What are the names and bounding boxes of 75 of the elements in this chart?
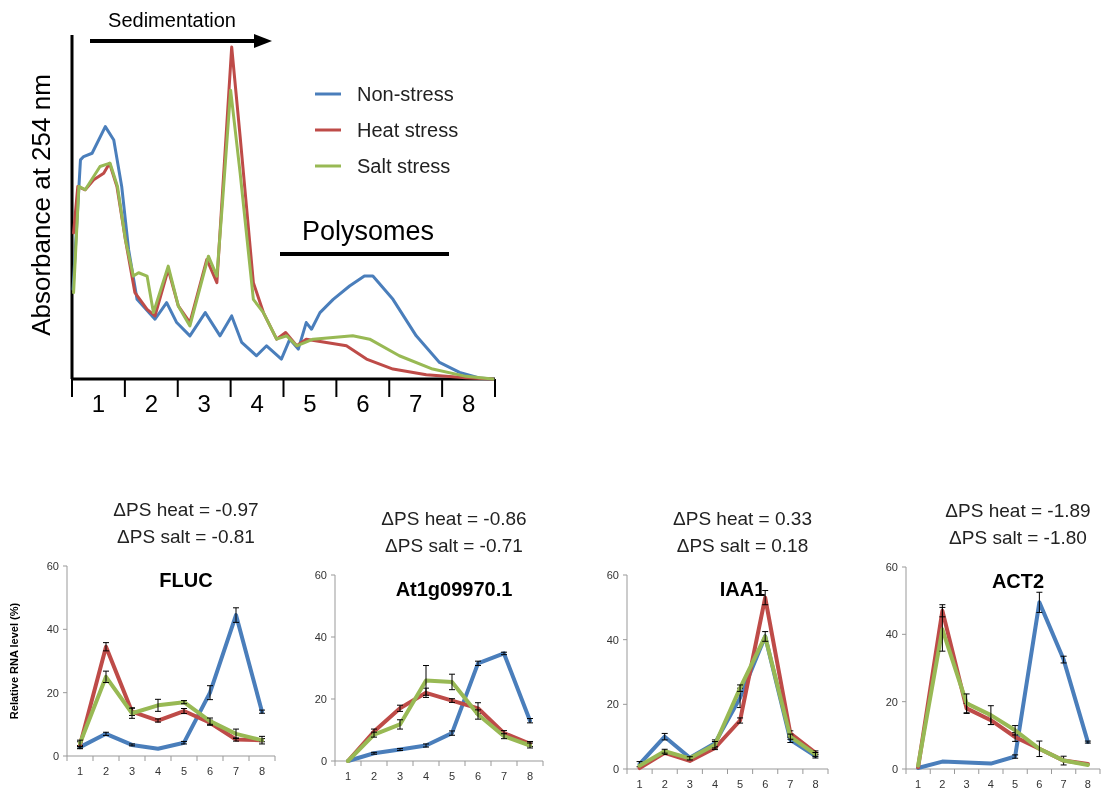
x-tick-label: 8 [812,778,819,790]
x-tick-label: 5 [448,770,456,782]
text: ΔPS salt = -0.81 [117,526,255,547]
y-tick-label: 0 [52,749,59,762]
x-tick-label: 1 [636,778,643,790]
x-tick-label: 7 [232,765,240,777]
y-tick-label: 0 [612,762,619,775]
y-tick-label: 60 [314,568,327,581]
text: ΔPS salt = -0.71 [385,535,523,556]
annotation: Polysomes [301,216,435,246]
x-tick-label: 5 [180,765,188,777]
x-tick-label: 6 [356,390,370,417]
x-tick-label: 1 [344,770,352,782]
x-tick-label: 4 [711,778,718,790]
x-tick-label: 2 [102,765,110,777]
y-tick-label: 40 [314,630,327,643]
legend-label: Non-stress [357,83,454,105]
x-tick-label: 5 [737,778,744,790]
x-tick-label: 3 [963,778,970,790]
x-tick-label: 6 [474,770,482,782]
y-axis-title: Absorbance at 254 nm [26,74,56,336]
text: ΔPS heat = -0.97 [113,499,259,520]
y-axis-title: Relative RNA level (%) [8,602,20,720]
y-tick-label: 60 [885,560,898,573]
y-tick-label: 20 [606,698,619,711]
x-tick-label: 1 [76,765,84,777]
text: ΔPS salt = 0.18 [676,535,809,556]
x-tick-label: 1 [91,390,106,417]
x-tick-label: 8 [258,765,266,777]
chart-title: ACT2 [991,570,1045,592]
text: ΔPS heat = -0.86 [381,508,527,529]
x-tick-label: 5 [1012,778,1019,790]
text: ΔPS heat = 0.33 [673,508,812,529]
x-tick-label: 1 [915,778,922,790]
x-tick-label: 2 [939,778,946,790]
chart-title: IAA1 [719,578,766,600]
x-tick-label: 6 [762,778,769,790]
y-tick-label: 0 [320,754,327,767]
x-tick-label: 3 [128,765,136,777]
x-tick-label: 7 [1060,778,1067,790]
text: ΔPS salt = -1.80 [949,527,1087,548]
y-tick-label: 0 [891,762,898,775]
y-tick-label: 20 [314,692,327,705]
legend-label: Heat stress [357,119,459,141]
x-tick-label: 7 [500,770,508,782]
x-tick-label: 3 [197,390,211,417]
x-tick-label: 2 [144,390,158,417]
text: ΔPS heat = -1.89 [945,500,1091,521]
x-tick-label: 2 [370,770,378,782]
y-tick-label: 40 [46,623,59,636]
x-tick-label: 8 [526,770,534,782]
x-tick-label: 7 [787,778,794,790]
x-tick-label: 8 [1084,778,1091,790]
x-tick-label: 2 [661,778,668,790]
x-tick-label: 8 [461,390,476,417]
x-tick-label: 3 [396,770,404,782]
x-tick-label: 5 [303,390,317,417]
y-tick-label: 40 [885,628,898,641]
x-tick-label: 4 [154,765,162,777]
text: Sedimentation [108,9,236,31]
x-tick-label: 4 [422,770,430,782]
legend-label: Salt stress [357,155,451,177]
x-tick-label: 4 [250,390,264,417]
y-tick-label: 60 [606,568,619,581]
y-tick-label: 40 [606,633,619,646]
x-tick-label: 6 [1036,778,1043,790]
y-tick-label: 60 [46,559,59,572]
y-tick-label: 20 [885,695,898,708]
chart-title: At1g09970.1 [395,578,513,600]
x-tick-label: 4 [987,778,994,790]
x-tick-label: 6 [206,765,214,777]
y-tick-label: 20 [46,686,59,699]
x-tick-label: 3 [686,778,693,790]
x-tick-label: 7 [409,390,423,417]
chart-title: FLUC [159,569,213,591]
